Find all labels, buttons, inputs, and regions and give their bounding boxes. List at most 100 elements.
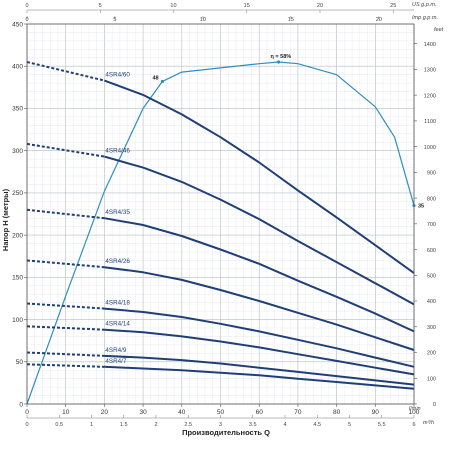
us-gpm-tick-label: 20 — [317, 3, 323, 9]
x-tick-label: 40 — [178, 409, 186, 416]
x-tick-label: 10 — [62, 409, 70, 416]
m3h-tick-label: 4 — [283, 422, 286, 428]
imp-gpm-tick-label: 10 — [200, 17, 206, 23]
m3h-tick-label: 0.5 — [55, 422, 63, 428]
m3h-tick-label: 2 — [154, 422, 157, 428]
head-curve-dashed — [26, 61, 105, 82]
feet-tick-label: 1400 — [424, 42, 436, 48]
head-curve-dashed — [26, 302, 105, 310]
x-tick-label: 100 — [409, 409, 420, 416]
head-curve-dashed — [26, 351, 105, 357]
m3h-tick-label: 5 — [348, 422, 351, 428]
m3h-tick-label: 3.5 — [249, 422, 257, 428]
m3h-tick-label: 2.5 — [184, 422, 192, 428]
m3h-tick-label: 3 — [219, 422, 222, 428]
us-gpm-tick-label: 5 — [99, 3, 102, 9]
grid — [26, 23, 415, 405]
feet-tick-label: 600 — [427, 248, 436, 254]
y-tick-label: 200 — [12, 232, 23, 239]
x-axis-unit-lmin: l/min — [409, 406, 421, 412]
efficiency-label: η = 58% — [271, 54, 292, 60]
efficiency-label: 48 — [152, 75, 158, 81]
head-curve-dashed — [26, 208, 105, 220]
y-tick-label: 250 — [12, 190, 23, 197]
m3h-tick-label: 1.5 — [120, 422, 128, 428]
head-curve — [104, 79, 415, 274]
x-tick-label: 90 — [372, 409, 380, 416]
head-curve — [104, 155, 415, 306]
axes-group: 0 10 20 30 40 50 60 70 80 90 1000 0.5 1 1.5 2 2.5 3 3.5 4 4… — [12, 3, 436, 428]
feet-tick-label: 1000 — [424, 145, 436, 151]
y-axis-unit-feet: feet — [434, 27, 444, 33]
head-curve-label: 4SR4/14 — [105, 321, 130, 328]
m3h-tick-label: 5.5 — [378, 422, 386, 428]
m3h-tick-label: 4.5 — [313, 422, 321, 428]
head-curve-label: 4SR4/9 — [105, 347, 127, 354]
y-tick-label: 400 — [12, 64, 23, 71]
feet-tick-label: 1300 — [424, 68, 436, 74]
us-gpm-tick-label: 15 — [244, 3, 250, 9]
m3h-tick-label: 1 — [90, 422, 93, 428]
head-curve-dashed — [26, 142, 105, 158]
y-axis-title: Напор H (метры) — [1, 188, 10, 251]
imp-gpm-tick-label: 0 — [25, 17, 28, 23]
imp-gpm-tick-label: 15 — [288, 17, 294, 23]
us-gpm-tick-label: 25 — [390, 3, 396, 9]
head-curve-label: 4SR4/18 — [105, 300, 130, 307]
head-curve — [104, 328, 415, 376]
y-tick-label: 150 — [12, 275, 23, 282]
head-curve — [104, 266, 415, 351]
y-tick-label: 50 — [16, 359, 24, 366]
efficiency-point — [160, 79, 165, 84]
feet-tick-label: 300 — [427, 325, 436, 331]
head-curve-label: 4SR4/60 — [105, 72, 130, 79]
head-curve-dashed — [26, 259, 105, 269]
efficiency-curve-group: 48 η = 58% 35 — [26, 54, 424, 405]
imp-gpm-tick-label: 5 — [113, 17, 116, 23]
x-tick-label: 60 — [256, 409, 264, 416]
x-tick-label: 70 — [294, 409, 302, 416]
feet-tick-label: 0 — [433, 402, 436, 408]
us-gpm-tick-label: 10 — [170, 3, 176, 9]
y-tick-label: 100 — [12, 317, 23, 324]
x-tick-label: 50 — [217, 409, 225, 416]
head-curve-label: 4SR4/35 — [105, 209, 130, 216]
head-curve-dashed — [26, 363, 105, 368]
x-tick-label: 80 — [333, 409, 341, 416]
feet-tick-label: 700 — [427, 222, 436, 228]
x-axis-unit-us: US g.p.m. — [412, 2, 436, 8]
x-tick-label: 0 — [25, 409, 29, 416]
head-curve-dashed — [26, 325, 105, 331]
feet-tick-label: 400 — [427, 299, 436, 305]
y-tick-label: 450 — [12, 21, 23, 28]
feet-tick-label: 200 — [427, 351, 436, 357]
feet-tick-label: 100 — [427, 376, 436, 382]
efficiency-point — [276, 60, 281, 64]
x-tick-label: 30 — [139, 409, 147, 416]
x-axis-title: Производительность Q — [182, 428, 270, 437]
us-gpm-tick-label: 0 — [25, 3, 28, 9]
y-tick-label: 350 — [12, 106, 23, 113]
feet-tick-label: 900 — [427, 171, 436, 177]
head-curves-group: 4SR4/60 4SR4/46 4SR4/35 4SR4/26 4SR4/18 4SR4/… — [26, 61, 415, 390]
feet-tick-label: 1200 — [424, 93, 436, 99]
feet-tick-label: 500 — [427, 274, 436, 280]
x-tick-label: 20 — [101, 409, 109, 416]
m3h-tick-label: 6 — [412, 422, 415, 428]
head-curve — [104, 307, 415, 368]
head-curve — [104, 217, 415, 333]
efficiency-label: 35 — [418, 204, 424, 210]
head-curve-label: 4SR4/7 — [105, 358, 127, 365]
feet-tick-label: 800 — [427, 196, 436, 202]
x-axis-unit-imp: Imp g.p.m. — [412, 15, 438, 21]
feet-tick-label: 1100 — [424, 119, 436, 125]
efficiency-curve — [26, 61, 415, 405]
imp-gpm-tick-label: 20 — [376, 17, 382, 23]
head-curve-label: 4SR4/46 — [105, 148, 130, 155]
x-axis-unit-m3h: m³/h — [423, 420, 434, 426]
head-curve-label: 4SR4/26 — [105, 258, 130, 265]
head-curve — [104, 365, 415, 390]
head-curve — [104, 354, 415, 386]
y-tick-label: 0 — [19, 401, 23, 408]
